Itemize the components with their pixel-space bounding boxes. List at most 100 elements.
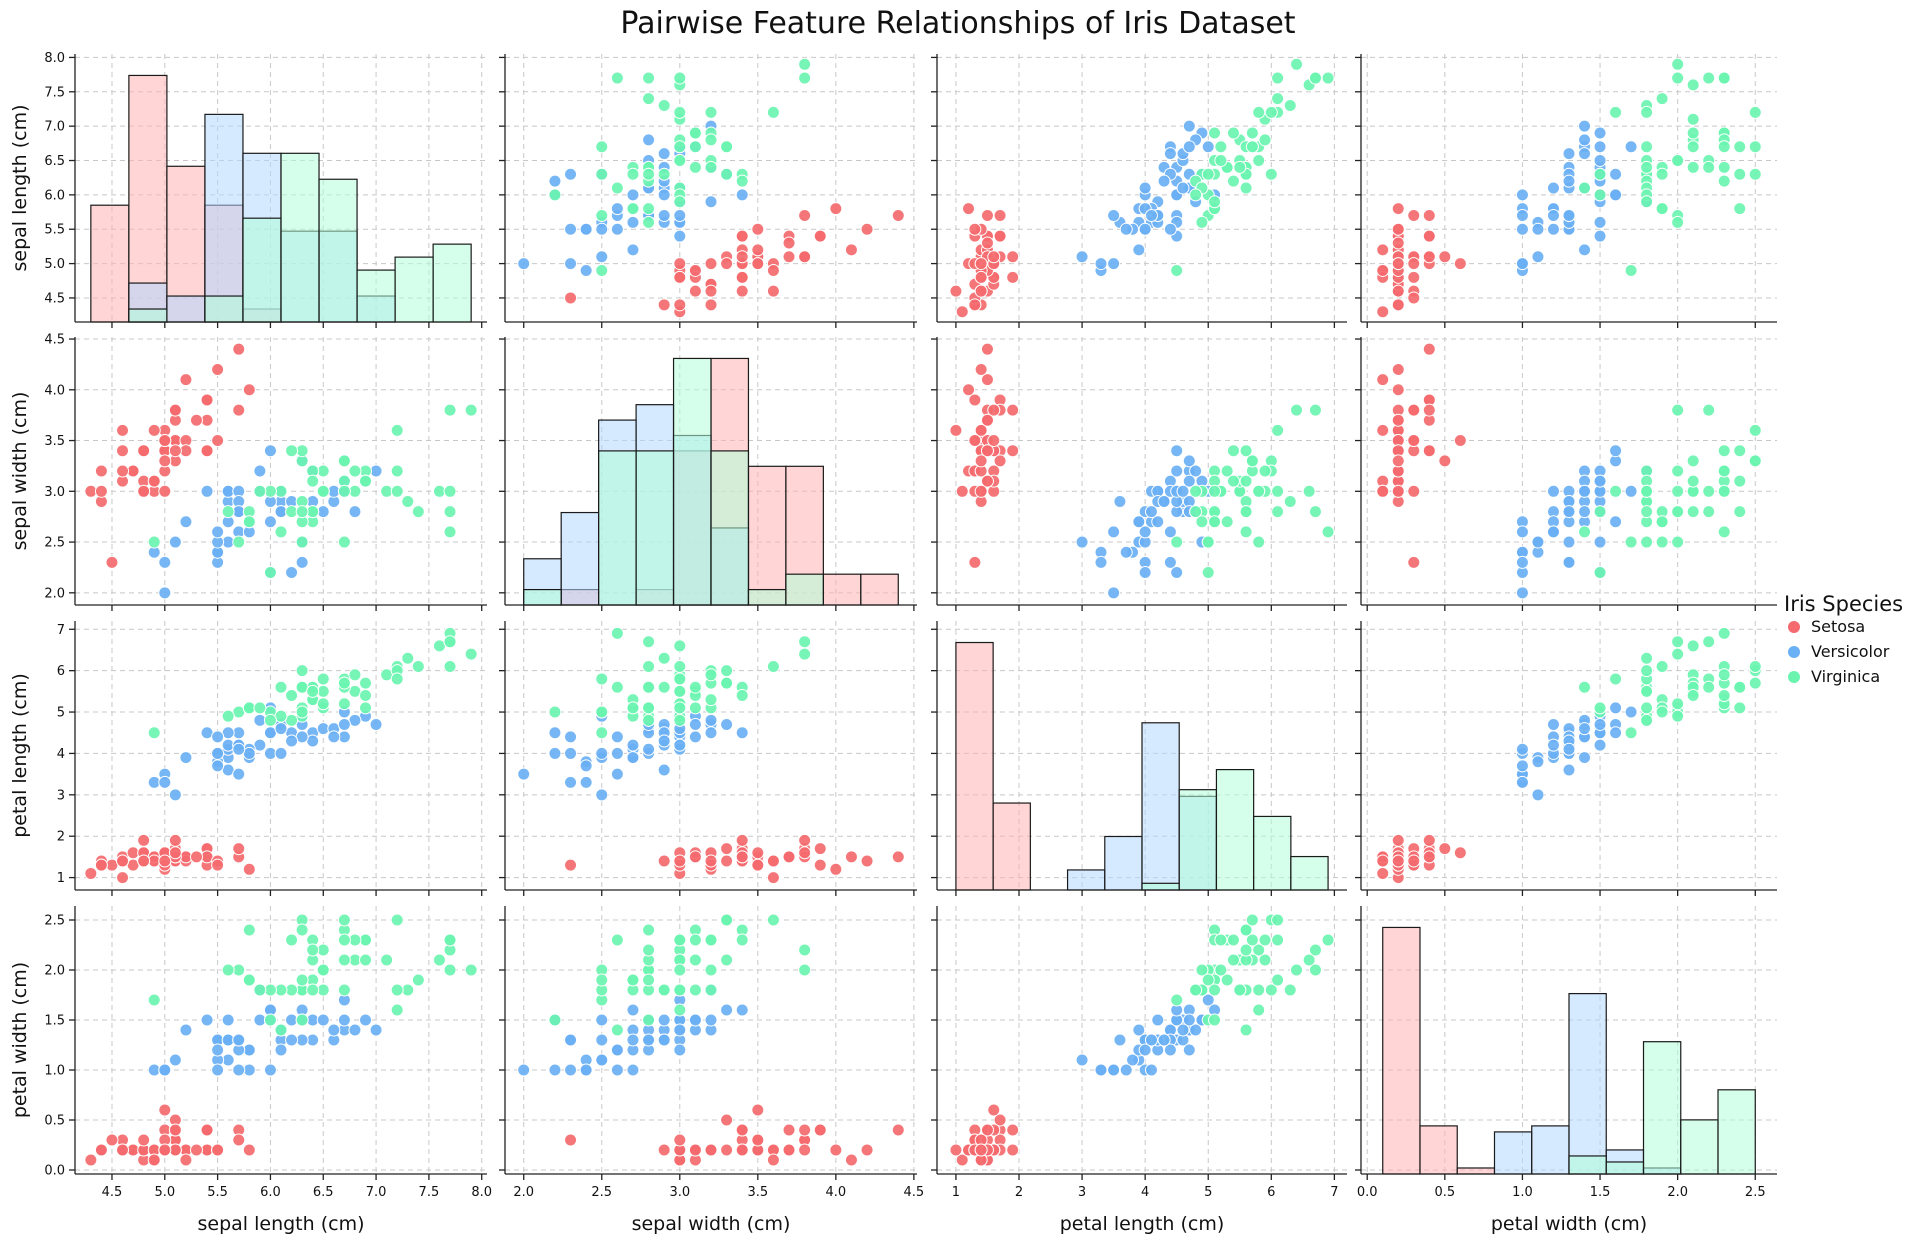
point-virginica <box>1195 963 1209 977</box>
point-setosa <box>232 403 246 417</box>
point-virginica <box>337 953 351 967</box>
point-virginica <box>1686 474 1700 488</box>
point-setosa <box>844 1153 858 1167</box>
point-setosa <box>860 854 874 868</box>
point-setosa <box>704 854 718 868</box>
point-virginica <box>595 973 609 987</box>
point-versicolor <box>688 717 702 731</box>
point-setosa <box>974 454 988 468</box>
point-setosa <box>137 444 151 458</box>
point-setosa <box>766 263 780 277</box>
point-virginica <box>1609 484 1623 498</box>
y-tick-label: 2.0 <box>44 586 65 601</box>
point-versicolor <box>1609 188 1623 202</box>
point-virginica <box>306 474 320 488</box>
x-tick-label: 7 <box>1330 1185 1338 1200</box>
point-setosa <box>1391 202 1405 216</box>
point-virginica <box>1201 973 1215 987</box>
point-virginica <box>1702 680 1716 694</box>
point-setosa <box>657 1143 671 1157</box>
point-virginica <box>688 160 702 174</box>
x-tick-label: 7.0 <box>366 1185 387 1200</box>
point-setosa <box>987 1103 1001 1117</box>
point-versicolor <box>1144 505 1158 519</box>
point-virginica <box>1264 167 1278 181</box>
point-virginica <box>359 474 373 488</box>
point-versicolor <box>1094 257 1108 271</box>
point-versicolor <box>595 1013 609 1027</box>
point-versicolor <box>1515 586 1529 600</box>
point-versicolor <box>626 1063 640 1077</box>
point-virginica <box>390 913 404 927</box>
point-setosa <box>798 846 812 860</box>
point-versicolor <box>564 730 578 744</box>
point-virginica <box>242 973 256 987</box>
point-virginica <box>1593 566 1607 580</box>
point-virginica <box>1195 215 1209 229</box>
point-setosa <box>168 846 182 860</box>
point-virginica <box>1717 444 1731 458</box>
point-virginica <box>390 423 404 437</box>
y-axis-title: petal width (cm) <box>9 962 31 1118</box>
y-tick-label: 7.5 <box>44 85 65 100</box>
point-virginica <box>673 963 687 977</box>
point-versicolor <box>735 188 749 202</box>
y-tick-label: 1.0 <box>44 1064 65 1079</box>
point-versicolor <box>704 1013 718 1027</box>
point-versicolor <box>211 730 225 744</box>
point-setosa <box>782 250 796 264</box>
point-virginica <box>1214 933 1228 947</box>
point-versicolor <box>1107 208 1121 222</box>
point-versicolor <box>1182 474 1196 488</box>
hist-bar-versicolor <box>1104 835 1143 891</box>
point-versicolor <box>1624 705 1638 719</box>
point-versicolor <box>1189 464 1203 478</box>
point-setosa <box>1376 866 1390 880</box>
point-setosa <box>1376 484 1390 498</box>
point-setosa <box>1391 236 1405 250</box>
hist-bar-versicolor <box>560 511 600 606</box>
point-setosa <box>782 236 796 250</box>
point-versicolor <box>1201 140 1215 154</box>
point-virginica <box>704 963 718 977</box>
point-setosa <box>751 257 765 271</box>
point-virginica <box>1671 403 1685 417</box>
point-virginica <box>1686 505 1700 519</box>
point-setosa <box>242 1143 256 1157</box>
point-setosa <box>147 474 161 488</box>
panel-grid: 4.5 5.0 5.5 6.0 6.5 7.0 7.5 8.0 2.0 2.5 3.0 3.5 4.0 4… <box>9 51 1777 1235</box>
point-setosa <box>94 1143 108 1157</box>
point-versicolor <box>1138 181 1152 195</box>
point-setosa <box>720 257 734 271</box>
point-virginica <box>1214 963 1228 977</box>
point-versicolor <box>337 1013 351 1027</box>
point-virginica <box>766 913 780 927</box>
point-virginica <box>673 660 687 674</box>
x-axis-title: sepal width (cm) <box>632 1213 791 1235</box>
point-virginica <box>1702 71 1716 85</box>
legend-marker-setosa <box>1787 620 1801 634</box>
point-virginica <box>1640 484 1654 498</box>
point-setosa <box>158 1103 172 1117</box>
point-setosa <box>980 236 994 250</box>
point-versicolor <box>610 1043 624 1057</box>
point-virginica <box>337 535 351 549</box>
point-versicolor <box>1546 738 1560 752</box>
point-virginica <box>1671 697 1685 711</box>
point-virginica <box>1609 672 1623 686</box>
point-setosa <box>1391 362 1405 376</box>
point-versicolor <box>1107 525 1121 539</box>
point-versicolor <box>232 767 246 781</box>
point-versicolor <box>517 767 531 781</box>
point-virginica <box>1321 933 1335 947</box>
point-versicolor <box>1562 535 1576 549</box>
point-virginica <box>1624 726 1638 740</box>
point-versicolor <box>1593 229 1607 243</box>
point-versicolor <box>1163 1043 1177 1057</box>
point-setosa <box>891 850 905 864</box>
point-virginica <box>1239 923 1253 937</box>
point-virginica <box>1655 92 1669 106</box>
point-versicolor <box>1546 717 1560 731</box>
point-versicolor <box>564 746 578 760</box>
